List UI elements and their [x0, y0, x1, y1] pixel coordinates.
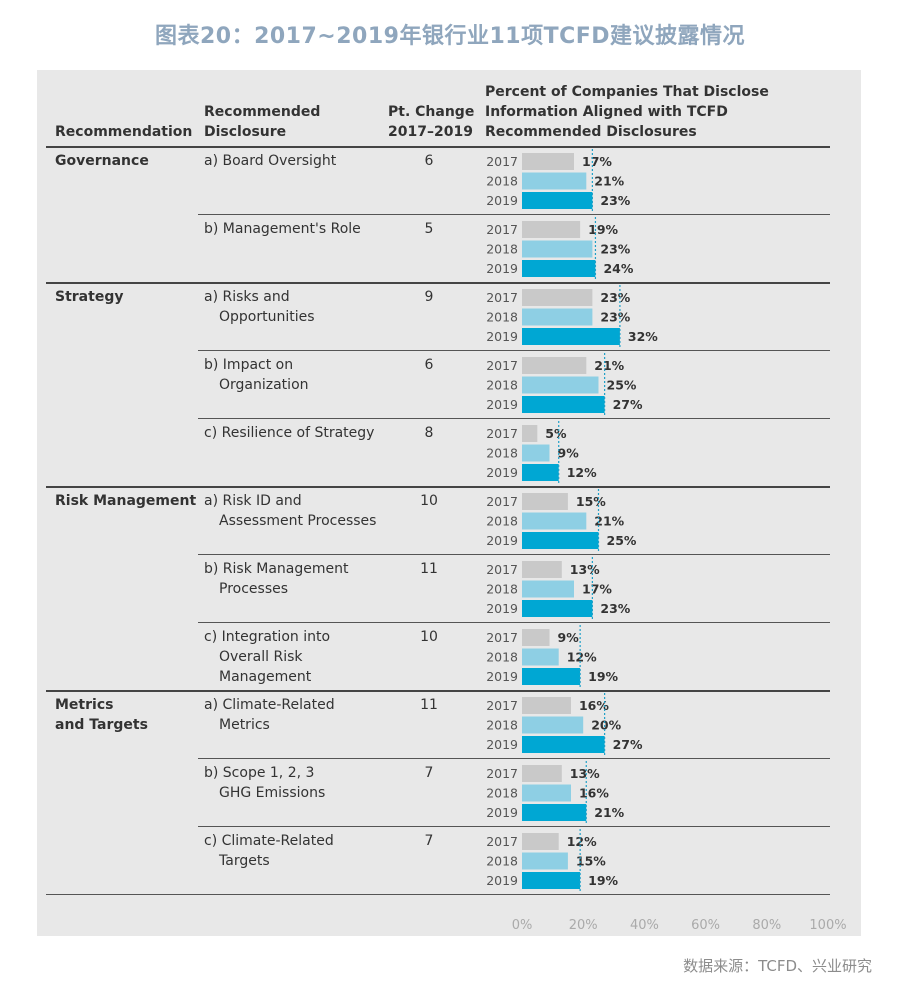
header-recommendation: Recommendation [55, 124, 193, 140]
row-rule [198, 350, 830, 351]
disclosure-label: c) Integration into [204, 629, 331, 645]
row-rule [198, 758, 830, 759]
pt-change-value: 6 [424, 357, 434, 373]
group-rule [46, 282, 830, 284]
disclosure-label: Opportunities [219, 309, 315, 325]
category-label: Metrics [55, 697, 114, 713]
disclosure-label: c) Resilience of Strategy [204, 425, 375, 441]
category-label: Risk Management [55, 493, 197, 509]
disclosure-label: Processes [219, 581, 289, 597]
header-disclosure-line2: Disclosure [204, 124, 287, 140]
disclosure-label: Metrics [219, 717, 270, 733]
disclosure-label: Assessment Processes [219, 513, 377, 529]
pt-change-value: 10 [420, 629, 438, 645]
page-title: 图表20：2017~2019年银行业11项TCFD建议披露情况 [154, 24, 746, 49]
row-rule [198, 622, 830, 623]
disclosure-label: a) Climate-Related [204, 697, 335, 713]
disclosure-label: c) Climate-Related [204, 833, 334, 849]
row-rule [198, 554, 830, 555]
pt-change-value: 9 [424, 289, 434, 305]
source-note: 数据来源：TCFD、兴业研究 [683, 957, 872, 975]
pt-change-value: 11 [420, 561, 438, 577]
header-percent-line2: Information Aligned with TCFD [485, 104, 728, 120]
disclosure-label: b) Risk Management [204, 561, 349, 577]
row-rule [198, 418, 830, 419]
pt-change-value: 6 [424, 153, 434, 169]
header-change-line1: Pt. Change [388, 104, 475, 120]
disclosure-label: Organization [219, 377, 309, 393]
pt-change-value: 10 [420, 493, 438, 509]
header-rule [46, 146, 830, 148]
header-percent-line1: Percent of Companies That Disclose [485, 84, 769, 100]
disclosure-label: a) Risk ID and [204, 493, 302, 509]
disclosure-label: b) Scope 1, 2, 3 [204, 765, 315, 781]
disclosure-label: Overall Risk [219, 649, 303, 665]
disclosure-label: Targets [219, 853, 270, 869]
disclosure-label: a) Risks and [204, 289, 290, 305]
category-label: Governance [55, 153, 149, 169]
group-rule [46, 486, 830, 488]
group-rule [46, 894, 830, 895]
disclosure-label: GHG Emissions [219, 785, 326, 801]
header-change-line2: 2017–2019 [388, 124, 473, 140]
pt-change-value: 7 [424, 833, 434, 849]
group-rule [46, 690, 830, 692]
pt-change-value: 5 [424, 221, 434, 237]
header-disclosure-line1: Recommended [204, 104, 321, 120]
disclosure-label: a) Board Oversight [204, 153, 337, 169]
disclosure-label: b) Management's Role [204, 221, 361, 237]
row-rule [198, 826, 830, 827]
row-rule [198, 214, 830, 215]
disclosure-label: b) Impact on [204, 357, 294, 373]
pt-change-value: 8 [424, 425, 434, 441]
category-label: Strategy [55, 289, 124, 305]
category-label: and Targets [55, 717, 148, 733]
pt-change-value: 11 [420, 697, 438, 713]
disclosure-label: Management [219, 669, 312, 685]
pt-change-value: 7 [424, 765, 434, 781]
header-percent-line3: Recommended Disclosures [485, 124, 697, 140]
